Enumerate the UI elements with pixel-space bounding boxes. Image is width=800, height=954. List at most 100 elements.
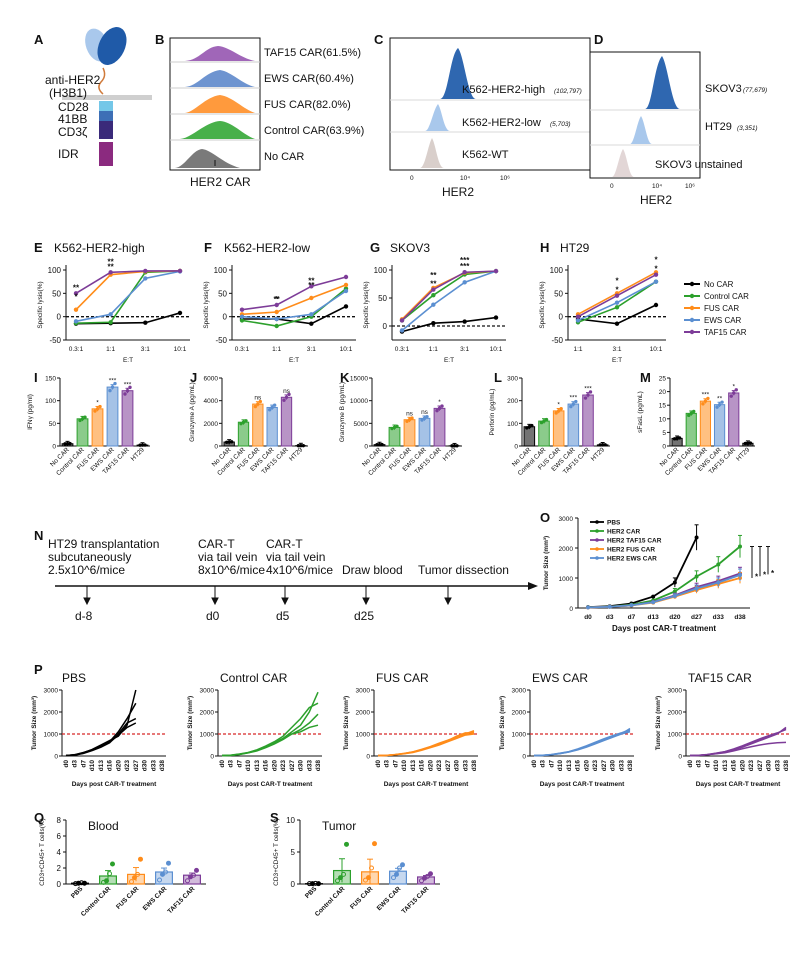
data-point (344, 841, 349, 847)
panel-letter: Q (34, 810, 44, 825)
data-point (394, 871, 399, 877)
data-point-nocar (493, 315, 499, 320)
y-axis-label: Specific lysis(%) (203, 281, 210, 328)
data-point (253, 404, 258, 409)
data-point (530, 423, 534, 428)
data-point-ews (614, 300, 620, 305)
panel-letter: S (270, 810, 279, 825)
data-point (395, 424, 399, 428)
data-point (450, 444, 454, 448)
x-tick-label: d33 (306, 760, 313, 772)
label-cd28: CD28 (58, 100, 89, 114)
y-tick-label: 3000 (668, 688, 683, 695)
y-tick-label: 2000 (44, 710, 59, 717)
data-point (588, 390, 593, 394)
day-label-d5: d5 (276, 609, 290, 623)
x-tick-label: d13 (98, 760, 105, 772)
y-tick-label: 5 (291, 848, 296, 857)
data-point (143, 443, 147, 447)
x-tick-label: d38 (627, 760, 634, 772)
y-tick-label: 10000 (350, 398, 368, 405)
series-line-taf15 (241, 276, 347, 311)
data-point-control (108, 320, 113, 325)
data-point-fus (73, 307, 79, 312)
data-point (299, 443, 303, 448)
data-point-ews (653, 279, 659, 284)
significance-mark: ** (430, 280, 437, 289)
event-3-line-1: CAR-T (266, 537, 303, 551)
y-tick-label: 50 (378, 294, 387, 303)
legend-label: TAF15 CAR (704, 328, 747, 337)
x-axis-label: Days post CAR-T treatment (540, 781, 625, 788)
significance-mark: ns (283, 388, 291, 395)
y-tick-label: 0 (678, 754, 682, 761)
bar-control (685, 412, 697, 447)
y-tick-label: 1000 (512, 732, 527, 739)
panel-b-frame (169, 37, 261, 171)
x-axis-label: Days post CAR-T treatment (696, 781, 781, 788)
chart-title: Tumor (322, 819, 356, 833)
data-point (706, 396, 710, 401)
label-cd3z: CD3ζ (58, 125, 88, 139)
x-tick-label: d38 (734, 614, 746, 621)
mouse-curve (689, 741, 787, 757)
data-point (377, 442, 382, 447)
data-point (539, 420, 544, 425)
panel-f: F K562-HER2-low -50 0 50 100 0.3:1 1:1 3:1 10:1 E:… (203, 240, 356, 364)
data-point-nocar (309, 321, 314, 326)
event-5-line-1: Tumor dissection (418, 563, 509, 577)
data-point (284, 395, 289, 399)
spider-title: EWS CAR (532, 671, 588, 685)
y-tick-label: 6000 (204, 376, 219, 383)
y-axis-label: Specific lysis(%) (37, 281, 44, 328)
x-axis-label: E:T (444, 357, 454, 364)
x-tick-label: TAF15 CAR (401, 885, 431, 915)
data-point (267, 408, 272, 412)
label-k562-low: K562-HER2-low (462, 117, 541, 129)
panel-letter: J (190, 370, 197, 385)
x-tick-label: d27 (691, 614, 703, 621)
chart-title: K562-HER2-high (54, 241, 145, 255)
significance-mark: ** (108, 262, 115, 271)
data-point (227, 440, 231, 444)
legend-label: HER2 TAF15 CAR (607, 538, 662, 545)
x-axis-label: E:T (612, 357, 622, 364)
panel-e: E K562-HER2-high -50 0 50 100 0.3:1 1:1 3:1 10:1 E… (34, 240, 190, 364)
x-tick-label: d20 (427, 760, 434, 772)
event-4-line-1: Draw blood (342, 563, 403, 577)
x-tick-label: PBS (70, 885, 85, 900)
data-point-taf15 (493, 268, 499, 274)
y-tick-label: 4 (57, 848, 62, 857)
significance-mark: *** (584, 386, 592, 393)
x-tick-label: EWS CAR (376, 885, 403, 912)
y-tick-label: 20 (659, 389, 667, 396)
significance-mark: * (763, 571, 767, 580)
y-tick-label: 2000 (512, 710, 527, 717)
x-tick-label: d23 (436, 760, 443, 772)
data-point-taf15 (143, 268, 148, 274)
x-tick-label: TAF15 CAR (167, 885, 197, 915)
x-tick-label: 0.3:1 (395, 346, 410, 353)
data-point (559, 407, 563, 411)
data-point (542, 419, 546, 423)
y-tick-label: 200 (507, 398, 518, 405)
x-tick-label: d10 (89, 760, 96, 772)
data-point-ews (143, 276, 148, 281)
x-tick-label: d38 (783, 760, 790, 772)
data-point (113, 381, 117, 386)
x-tick-label: FUS CAR (115, 885, 141, 911)
x-tick-label: d23 (124, 760, 131, 772)
panel-letter: G (370, 240, 380, 255)
significance-mark: * (96, 399, 99, 406)
bar-fus (699, 400, 712, 447)
mouse-curve (377, 731, 475, 757)
day-label-d25: d25 (354, 609, 374, 623)
data-point (440, 404, 444, 408)
panel-c: C K562-HER2-high (102,797) K562-HER2-low… (374, 32, 591, 199)
data-point-taf15 (239, 307, 245, 312)
x-tick-label: d10 (401, 760, 408, 772)
spider-title: Control CAR (220, 671, 288, 685)
legend-label: EWS CAR (704, 316, 742, 325)
data-point (375, 443, 379, 447)
